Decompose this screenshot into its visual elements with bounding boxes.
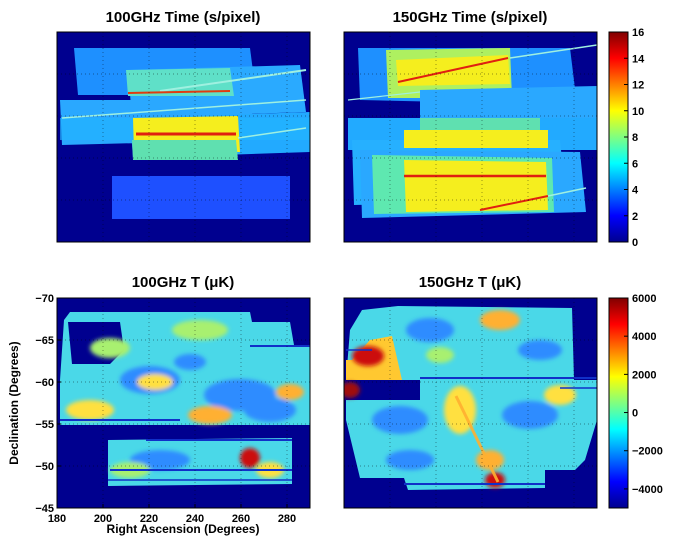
y-tick-label: −65 xyxy=(35,335,54,347)
colorbar-tick-label: 2000 xyxy=(632,369,656,381)
y-axis-label: Declination (Degrees) xyxy=(7,341,21,464)
panel-150ghz-time-map xyxy=(344,32,597,242)
panel-150ghz-time: 150GHz Time (s/pixel) xyxy=(343,9,598,243)
x-axis-ticks: 180 200 220 240 260 280 xyxy=(48,504,296,525)
panel-100ghz-time-map xyxy=(57,32,310,242)
panel-150ghz-temp-map xyxy=(344,298,597,508)
x-tick-label: 220 xyxy=(140,513,158,525)
colorbar-tick-label: 12 xyxy=(632,80,644,92)
x-tick-label: 200 xyxy=(94,513,112,525)
x-tick-label: 240 xyxy=(186,513,204,525)
panel-150ghz-temp-title: 150GHz T (μK) xyxy=(419,274,522,291)
colorbar-tick-label: 0 xyxy=(632,408,638,420)
panel-100ghz-time-frame xyxy=(56,31,311,243)
panel-150ghz-temp-grid xyxy=(344,298,597,508)
colorbar-temp: 6000 4000 2000 0 −2000 −4000 xyxy=(608,293,663,509)
panel-100ghz-temp-grid xyxy=(57,298,310,508)
y-axis-ticks: −70 −65 −60 −55 −50 −45 xyxy=(35,293,61,515)
y-tick-label: −60 xyxy=(35,377,54,389)
colorbar-tick-label: 0 xyxy=(632,237,638,249)
colorbar-tick-label: 6000 xyxy=(632,293,656,305)
panel-150ghz-time-title: 150GHz Time (s/pixel) xyxy=(393,9,548,26)
x-axis-label: Right Ascension (Degrees) xyxy=(107,522,260,536)
colorbar-tick-label: 2 xyxy=(632,211,638,223)
colorbar-tick-label: 4 xyxy=(632,185,639,197)
colorbar-tick-label: −2000 xyxy=(632,446,663,458)
colorbar-tick-label: 8 xyxy=(632,132,638,144)
panel-100ghz-time-title: 100GHz Time (s/pixel) xyxy=(106,9,261,26)
colorbar-tick-label: 6 xyxy=(632,158,638,170)
colorbar-tick-label: 16 xyxy=(632,27,644,39)
colorbar-tick-label: 4000 xyxy=(632,331,656,343)
colorbar-tick-label: 10 xyxy=(632,106,644,118)
colorbar-temp-ramp xyxy=(608,297,629,509)
colorbar-time-ticks: 0 2 4 6 8 10 12 14 16 xyxy=(624,27,645,249)
colorbar-time: 0 2 4 6 8 10 12 14 16 xyxy=(608,27,645,249)
colorbar-tick-label: −4000 xyxy=(632,484,663,496)
x-tick-label: 260 xyxy=(232,513,250,525)
panel-150ghz-temp: 150GHz T (μK) xyxy=(343,274,598,509)
panel-100ghz-temp-title: 100GHz T (μK) xyxy=(132,274,235,291)
colorbar-tick-label: 14 xyxy=(632,53,645,65)
y-tick-label: −55 xyxy=(35,419,54,431)
panel-100ghz-temp: 100GHz T (μK) xyxy=(7,274,311,536)
x-tick-label: 280 xyxy=(278,513,296,525)
panel-150ghz-time-grid xyxy=(344,32,597,242)
y-tick-label: −45 xyxy=(35,503,54,515)
panel-100ghz-time-grid xyxy=(57,32,310,242)
y-tick-label: −70 xyxy=(35,293,54,305)
colorbar-temp-ticks: 6000 4000 2000 0 −2000 −4000 xyxy=(624,293,663,496)
panel-100ghz-temp-map xyxy=(57,298,310,508)
panel-150ghz-time-frame xyxy=(343,31,598,243)
panel-150ghz-temp-frame xyxy=(343,297,598,509)
y-tick-label: −50 xyxy=(35,461,54,473)
panel-100ghz-temp-frame xyxy=(56,297,311,509)
panel-100ghz-time: 100GHz Time (s/pixel) xyxy=(56,9,311,243)
x-tick-label: 180 xyxy=(48,513,66,525)
